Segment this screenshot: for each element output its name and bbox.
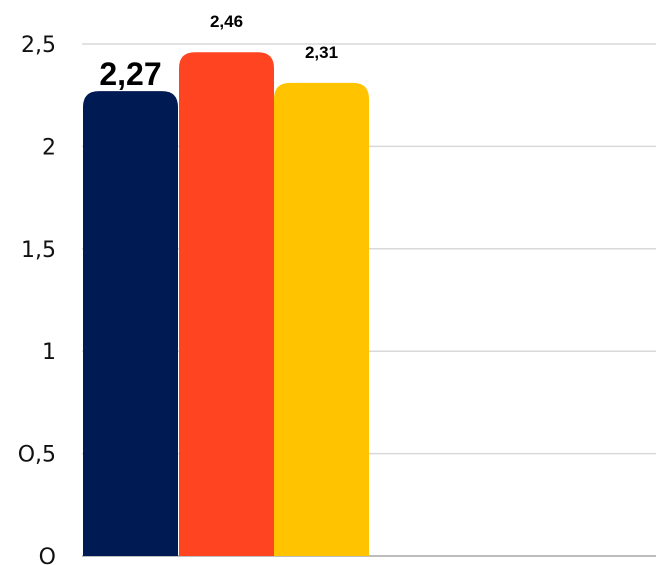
y-tick-label: O: [39, 545, 56, 565]
bars: [83, 52, 369, 557]
data-label: 2,31: [305, 43, 338, 62]
y-axis: O O,5 1 1,5 2 2,5: [18, 33, 56, 565]
bar: [83, 91, 178, 556]
bar: [179, 52, 274, 556]
y-tick-label: 2: [42, 135, 56, 160]
data-label: 2,27: [99, 56, 161, 92]
bar: [274, 82, 369, 557]
data-label: 2,46: [210, 12, 243, 31]
data-labels: 2,27 2,46 2,31: [99, 12, 338, 92]
y-tick-label: 1: [42, 340, 56, 365]
y-tick-label: 1,5: [21, 238, 56, 263]
y-tick-label: 2,5: [21, 33, 56, 58]
y-tick-label: O,5: [18, 443, 56, 468]
